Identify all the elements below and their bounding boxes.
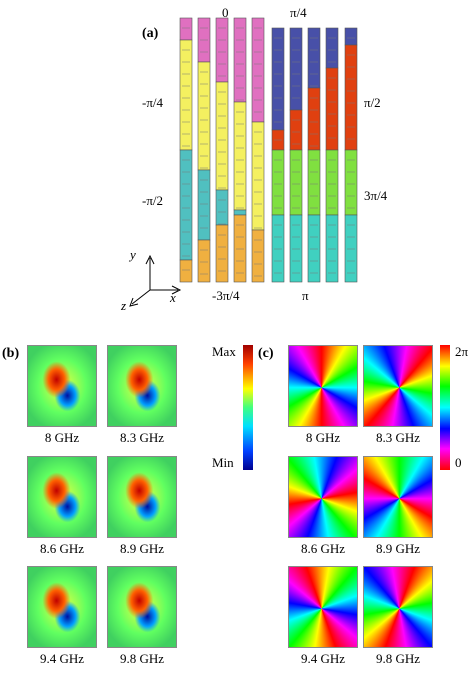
field-map bbox=[363, 345, 433, 427]
phase-label: 3π/4 bbox=[364, 188, 388, 203]
unit-cell-segment bbox=[215, 17, 229, 83]
colorbar bbox=[243, 345, 253, 470]
frequency-label: 9.8 GHz bbox=[119, 651, 165, 666]
unit-cell-segment bbox=[215, 81, 229, 191]
field-map bbox=[288, 456, 358, 538]
unit-cell-segment bbox=[251, 229, 265, 283]
phase-label: 0 bbox=[222, 5, 229, 20]
unit-cell-segment bbox=[307, 214, 321, 283]
unit-cell-segment bbox=[344, 214, 358, 283]
unit-cell-segment bbox=[289, 214, 303, 283]
unit-cell-segment bbox=[251, 17, 265, 123]
axes-icon bbox=[129, 254, 182, 307]
field-map bbox=[288, 566, 358, 648]
phase-label: π/4 bbox=[290, 5, 307, 20]
frequency-label: 9.8 GHz bbox=[375, 651, 421, 666]
frequency-label: 8.6 GHz bbox=[300, 541, 346, 556]
unit-cell-segment bbox=[197, 169, 211, 241]
unit-cell-segment bbox=[233, 214, 247, 283]
unit-cell-segment bbox=[344, 27, 358, 46]
colorbar bbox=[440, 345, 450, 470]
unit-cell-segment bbox=[271, 27, 285, 131]
frequency-label: 8 GHz bbox=[44, 430, 80, 445]
axis-label: z bbox=[121, 298, 127, 313]
unit-cell-segment bbox=[307, 87, 321, 151]
unit-cell-segment bbox=[215, 224, 229, 283]
scale-min: Min bbox=[212, 455, 234, 470]
panel-label: (a) bbox=[142, 26, 159, 41]
scale-max: Max bbox=[212, 344, 236, 359]
unit-cell-segment bbox=[233, 17, 247, 103]
frequency-label: 8.9 GHz bbox=[375, 541, 421, 556]
field-map bbox=[27, 456, 97, 538]
phase-label: -3π/4 bbox=[212, 288, 240, 303]
frequency-label: 8 GHz bbox=[305, 430, 341, 445]
unit-cell-segment bbox=[344, 44, 358, 151]
frequency-label: 8.6 GHz bbox=[39, 541, 85, 556]
phase-label: π bbox=[302, 288, 309, 303]
phase-label: -π/2 bbox=[142, 193, 164, 208]
unit-cell-segment bbox=[197, 239, 211, 283]
phase-label: -π/4 bbox=[142, 95, 164, 110]
panel-label: (c) bbox=[258, 346, 274, 361]
unit-cell-segment bbox=[215, 189, 229, 226]
field-map bbox=[107, 566, 177, 648]
field-map bbox=[107, 456, 177, 538]
phase-label: π/2 bbox=[364, 95, 381, 110]
frequency-label: 8.9 GHz bbox=[119, 541, 165, 556]
frequency-label: 8.3 GHz bbox=[119, 430, 165, 445]
unit-cell-segment bbox=[179, 149, 193, 261]
field-map bbox=[288, 345, 358, 427]
unit-cell-segment bbox=[197, 61, 211, 171]
unit-cell-segment bbox=[251, 121, 265, 231]
unit-cell-segment bbox=[289, 27, 303, 111]
scale-max: 2π bbox=[455, 344, 469, 359]
unit-cell-segment bbox=[179, 259, 193, 283]
frequency-label: 9.4 GHz bbox=[39, 651, 85, 666]
panel-label: (b) bbox=[2, 346, 20, 361]
frequency-label: 9.4 GHz bbox=[300, 651, 346, 666]
unit-cell-segment bbox=[325, 214, 339, 283]
field-map bbox=[27, 566, 97, 648]
axis-label: y bbox=[130, 247, 136, 262]
unit-cell-segment bbox=[179, 17, 193, 41]
unit-cell-segment bbox=[233, 101, 247, 211]
unit-columns bbox=[179, 17, 358, 283]
field-map bbox=[27, 345, 97, 427]
field-map bbox=[107, 345, 177, 427]
unit-cell-segment bbox=[179, 39, 193, 151]
field-map bbox=[363, 566, 433, 648]
unit-cell-segment bbox=[325, 67, 339, 151]
unit-cell-segment bbox=[233, 209, 247, 216]
frequency-label: 8.3 GHz bbox=[375, 430, 421, 445]
axis-label: x bbox=[170, 290, 176, 305]
unit-cell-segment bbox=[271, 214, 285, 283]
unit-cell-segment bbox=[307, 27, 321, 89]
scale-min: 0 bbox=[455, 455, 462, 470]
field-map bbox=[363, 456, 433, 538]
